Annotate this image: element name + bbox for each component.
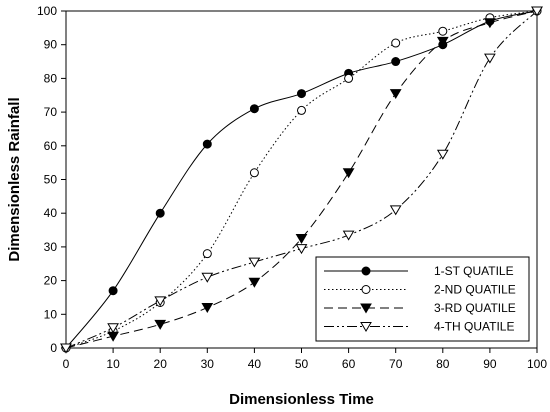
y-tick-label: 0: [50, 341, 57, 355]
data-point-series-3: [248, 277, 261, 288]
data-point-series-4: [484, 53, 496, 64]
data-point-series-3: [342, 168, 355, 179]
x-tick-label: 90: [483, 357, 497, 371]
y-tick-label: 10: [44, 307, 58, 321]
data-point-series-2: [297, 105, 306, 115]
x-tick-label: 40: [248, 357, 262, 371]
data-point-series-1: [297, 89, 306, 99]
x-axis-title: Dimensionless Time: [229, 391, 374, 408]
x-tick-label: 70: [389, 357, 403, 371]
legend-marker-1: [361, 266, 371, 276]
data-point-series-3: [201, 303, 214, 314]
data-point-series-4: [436, 149, 449, 160]
x-tick-label: 50: [295, 357, 309, 371]
data-point-series-4: [342, 230, 355, 241]
legend-marker-2: [361, 285, 371, 294]
x-tick-label: 0: [63, 357, 70, 371]
x-tick-label: 100: [527, 357, 547, 371]
data-point-series-2: [202, 249, 212, 259]
data-point-series-1: [108, 286, 118, 296]
series-line-2: [65, 10, 538, 349]
x-tick-label: 10: [106, 357, 120, 371]
data-point-series-3: [107, 331, 119, 342]
data-point-series-1: [155, 208, 165, 218]
x-tick-label: 80: [436, 357, 450, 371]
legend-marker-3: [360, 303, 372, 314]
data-point-series-1: [391, 57, 401, 67]
data-point-series-3: [389, 89, 402, 100]
data-point-series-2: [391, 38, 401, 48]
data-point-series-4: [295, 244, 308, 255]
y-tick-label: 100: [37, 4, 57, 18]
y-tick-label: 50: [44, 173, 58, 187]
y-tick-label: 90: [44, 38, 58, 52]
y-tick-label: 20: [44, 274, 58, 288]
y-tick-label: 80: [44, 71, 58, 85]
data-point-series-4: [531, 6, 543, 17]
data-point-series-4: [154, 296, 167, 307]
data-point-series-2: [344, 73, 354, 83]
data-point-series-1: [202, 139, 212, 149]
data-point-series-4: [389, 205, 402, 216]
x-tick-label: 20: [154, 357, 168, 371]
data-point-series-3: [295, 233, 308, 244]
data-point-series-3: [484, 18, 496, 29]
series-line-4: [65, 10, 538, 349]
legend-label-4: 4-TH QUATILE: [434, 320, 514, 334]
data-point-series-4: [107, 323, 119, 334]
data-point-series-1: [249, 104, 259, 114]
legend-label-2: 2-ND QUATILE: [434, 283, 516, 297]
x-tick-label: 60: [342, 357, 356, 371]
data-point-series-4: [60, 343, 72, 354]
series-markers: [60, 6, 543, 354]
data-point-series-4: [248, 257, 261, 268]
legend-label-1: 1-ST QUATILE: [434, 264, 514, 278]
y-axis-title: Dimensionless Rainfall: [6, 97, 23, 261]
y-tick-label: 30: [44, 240, 58, 254]
legend: 1-ST QUATILE 2-ND QUATILE 3-RD QUATILE 4-TH…: [315, 256, 530, 342]
data-point-series-4: [201, 272, 214, 283]
series-line-1: [65, 10, 538, 349]
legend-marker-4: [360, 322, 372, 332]
data-point-series-3: [436, 36, 449, 47]
legend-label-3: 3-RD QUATILE: [434, 301, 516, 315]
y-tick-label: 40: [44, 206, 58, 220]
y-tick-label: 60: [44, 139, 58, 153]
data-point-series-2: [249, 168, 259, 178]
tick-labels: 0 10 20 30 40 50 60 70 80 90 100 0 10 20 30 40 50 60 70 80 9…: [37, 4, 547, 371]
data-point-series-2: [438, 26, 448, 36]
x-tick-label: 30: [201, 357, 215, 371]
data-point-series-3: [154, 319, 167, 330]
y-tick-label: 70: [44, 105, 58, 119]
